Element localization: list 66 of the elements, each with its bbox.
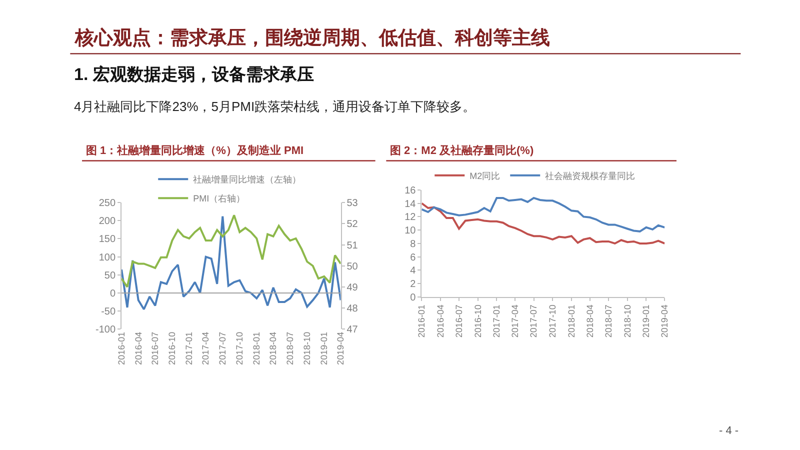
y-tick-label: -100 — [96, 324, 116, 336]
y-tick-label: -50 — [101, 306, 116, 318]
x-tick-label: 2018-01 — [252, 332, 262, 365]
y-tick-label: 200 — [98, 216, 116, 228]
x-tick-label: 2019-01 — [641, 304, 652, 338]
x-tick-label: 2016-01 — [416, 304, 427, 338]
x-tick-label: 2019-04 — [660, 304, 670, 338]
y-tick-label: 16 — [404, 185, 416, 196]
x-tick-label: 2018-04 — [584, 304, 595, 338]
chart-title: 图 1：社融增量同比增速（%）及制造业 PMI — [86, 144, 304, 157]
x-tick-label: 2017-01 — [492, 304, 502, 338]
chart-title: 图 2：M2 及社融存量同比(%) — [390, 144, 534, 157]
y-tick-label: 14 — [404, 198, 416, 210]
x-tick-label: 2017-04 — [200, 332, 211, 365]
y-tick-label: 50 — [104, 270, 116, 282]
x-tick-label: 2016-01 — [116, 332, 126, 365]
y-tick-label: 6 — [410, 252, 416, 264]
y-tick-label: 250 — [98, 198, 116, 210]
line-series — [122, 214, 341, 288]
text: 核心观点：需求承压，围绕逆周期、低估值、科创等主线 — [74, 27, 550, 49]
x-tick-label: 2017-04 — [510, 304, 520, 338]
x-tick-label: 2016-07 — [454, 304, 464, 338]
line-series — [122, 215, 341, 310]
y-tick-label: 0 — [110, 288, 116, 300]
y2-tick-label: 49 — [346, 282, 358, 294]
text: 4月社融同比下降23%，5月PMI跌落荣枯线，通用设备订单下降较多。 — [74, 99, 476, 114]
text: 1. 宏观数据走弱，设备需求承压 — [74, 65, 314, 84]
x-tick-label: 2016-04 — [133, 332, 144, 365]
x-tick-label: 2017-10 — [234, 332, 245, 365]
y-tick-label: 10 — [404, 226, 416, 237]
y-tick-label: 0 — [410, 292, 416, 304]
y2-tick-label: 51 — [346, 240, 358, 252]
y-tick-label: 150 — [98, 234, 116, 246]
x-tick-label: 2018-07 — [603, 304, 614, 338]
x-tick-label: 2018-10 — [622, 304, 632, 338]
y2-tick-label: 47 — [346, 324, 358, 336]
y-tick-label: 2 — [410, 279, 416, 290]
x-tick-label: 2019-01 — [319, 332, 330, 365]
y2-tick-label: 50 — [346, 261, 358, 272]
y-tick-label: 100 — [98, 252, 116, 264]
line-series — [422, 202, 665, 244]
legend-label: 社融增量同比增速（左轴） — [193, 174, 302, 185]
x-tick-label: 2017-01 — [184, 332, 194, 365]
y-tick-label: 8 — [410, 238, 416, 250]
x-tick-label: 2017-10 — [548, 304, 558, 338]
y2-tick-label: 48 — [346, 304, 358, 315]
text: - 4 - — [719, 425, 739, 437]
line-series — [422, 196, 665, 232]
x-tick-label: 2018-07 — [285, 332, 296, 365]
x-tick-label: 2018-04 — [268, 332, 278, 365]
legend-label: 社会融资规模存量同比 — [545, 170, 636, 181]
x-tick-label: 2016-10 — [167, 332, 178, 365]
x-tick-label: 2018-01 — [566, 304, 576, 338]
legend-label: M2同比 — [470, 170, 500, 181]
x-tick-label: 2019-04 — [336, 332, 346, 365]
y2-tick-label: 52 — [346, 219, 358, 230]
x-tick-label: 2016-07 — [150, 332, 160, 365]
x-tick-label: 2017-07 — [218, 332, 228, 365]
legend-label: PMI（右轴） — [193, 194, 246, 204]
x-tick-label: 2018-10 — [302, 332, 312, 365]
y-tick-label: 4 — [410, 266, 416, 277]
x-tick-label: 2016-04 — [435, 304, 446, 338]
y-tick-label: 12 — [404, 212, 416, 224]
y2-tick-label: 53 — [346, 198, 358, 210]
x-tick-label: 2017-07 — [528, 304, 539, 338]
x-tick-label: 2016-10 — [472, 304, 483, 338]
